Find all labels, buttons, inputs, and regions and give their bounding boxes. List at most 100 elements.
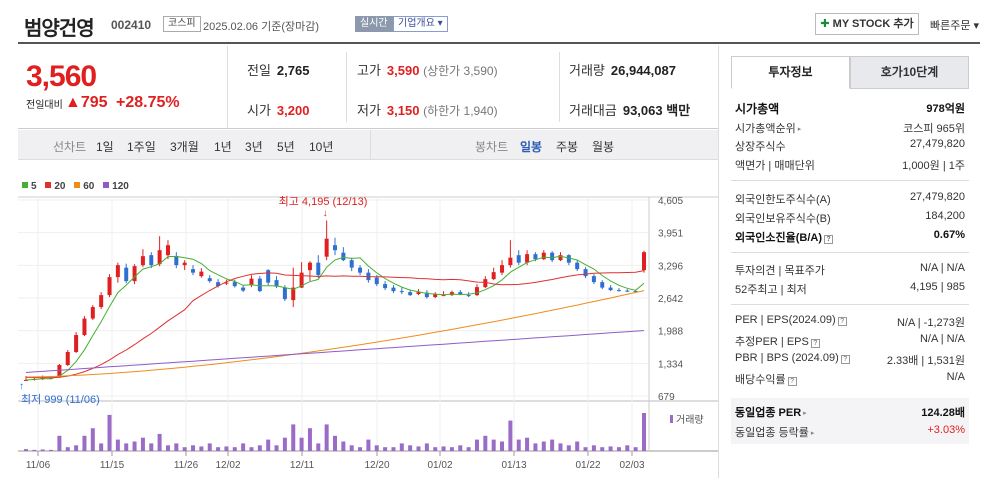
row-label: 52주최고 | 최저 [735, 284, 807, 296]
candle-body [341, 252, 346, 261]
candle-body [257, 278, 262, 292]
period-1d[interactable]: 1일 [96, 140, 114, 154]
weekly-tab[interactable]: 주봉 [556, 140, 579, 154]
period-1y[interactable]: 1년 [214, 140, 232, 154]
par-row: 액면가 | 매매단위 1,000원 | 1주 [735, 157, 965, 175]
line-chart-tab[interactable]: 선차트 [53, 140, 87, 154]
volume-bar [449, 447, 454, 451]
candle-chart-tab[interactable]: 봉차트 [475, 140, 509, 154]
tab-order-book[interactable]: 호가10단계 [850, 56, 969, 89]
volume-bar [408, 445, 413, 451]
period-10y[interactable]: 10년 [309, 140, 334, 154]
caret-right-icon[interactable]: ▸ [803, 410, 807, 417]
row-value: 1,000원 | 1주 [902, 160, 965, 172]
candle-body [616, 290, 621, 292]
candle-body [24, 379, 28, 381]
est-per-label: 추정PER | EPS [735, 336, 809, 348]
metric-volume: 거래량 26,944,087 [569, 60, 676, 79]
volume-bar [441, 446, 446, 451]
candle-body [441, 295, 446, 297]
candle-body [458, 292, 463, 295]
row-value: N/A | -1,273원 [896, 317, 965, 329]
quick-order-dropdown[interactable]: 빠른주문 ▾ [930, 20, 980, 32]
y-tick-label: 679 [658, 392, 675, 403]
candle-body [550, 252, 555, 261]
volume-bar [625, 445, 630, 451]
candle-body [224, 282, 229, 284]
sector-rate-label: 동일업종 등락률 [735, 427, 809, 439]
volume-bar [140, 437, 145, 451]
row-label: 투자의견 | 목표주가 [735, 265, 825, 277]
volume-bar [307, 428, 312, 451]
plus-icon: ✚ [820, 18, 830, 30]
up-arrow-icon: ▲ [65, 94, 81, 111]
period-3y[interactable]: 3년 [245, 140, 263, 154]
row-value: 124.28배 [921, 407, 965, 419]
company-overview-dropdown[interactable]: 기업개요 ▾ [393, 16, 448, 32]
foreign-limit-row: 외국인한도주식수(A) 27,479,820 [735, 191, 965, 209]
volume-legend-swatch [670, 415, 673, 423]
candle-body [642, 252, 646, 271]
volume-bar [232, 447, 237, 451]
candle-body [358, 267, 363, 273]
metric-value: 26,944,087 [610, 63, 676, 78]
help-icon[interactable]: ? [787, 377, 797, 386]
row-value: 2.33배 | 1,531원 [886, 355, 965, 367]
volume-bar [500, 441, 505, 451]
volume-bar [591, 445, 596, 451]
monthly-tab[interactable]: 월봉 [592, 140, 615, 154]
candle-body [533, 254, 538, 260]
volume-bar [291, 424, 296, 451]
period-5y[interactable]: 5년 [277, 140, 295, 154]
period-1w[interactable]: 1주일 [127, 140, 156, 154]
candle-body [625, 290, 630, 292]
candle-body [333, 245, 337, 251]
row-label: 액면가 | 매매단위 [735, 160, 815, 172]
candle-body [633, 291, 638, 293]
metric-value: 3,590 [386, 63, 420, 78]
price-metrics: 전일 2,765 시가 3,200 고가 3,590 (상한가 3,590) 저가 3,… [229, 46, 718, 128]
volume-bar [642, 413, 646, 451]
volume-bar [558, 443, 563, 451]
candle-body [491, 272, 496, 280]
tab-investment-info[interactable]: 투자정보 [731, 56, 850, 89]
volume-legend-label: 거래량 [676, 414, 704, 426]
help-icon[interactable]: ? [824, 235, 833, 244]
caret-right-icon[interactable]: ▸ [797, 126, 802, 133]
candle-body [591, 276, 596, 283]
daily-tab[interactable]: 일봉 [520, 140, 543, 154]
metric-value: 2,765 [276, 63, 310, 78]
metric-sub: (하한가 1,940) [423, 104, 498, 118]
candle-body [40, 377, 45, 379]
volume-bar [40, 449, 45, 451]
period-3m[interactable]: 3개월 [170, 140, 199, 154]
candle-body [140, 256, 145, 266]
volume-bar [124, 443, 129, 451]
y-tick-label: 1,334 [658, 359, 683, 370]
caret-right-icon[interactable]: ▸ [810, 430, 815, 437]
candle-body [374, 277, 379, 285]
x-tick-label: 11/15 [100, 460, 125, 471]
candle-body [399, 291, 404, 293]
volume-bar [65, 447, 70, 451]
candle-body [583, 269, 588, 277]
row-label: 동일업종 PER ▸ [735, 404, 807, 420]
help-icon[interactable]: ? [840, 355, 850, 364]
volume-bar [107, 414, 112, 451]
price-chart[interactable]: 5 20 60 120 4,605 3,951 3,296 2,642 1,988 1,3… [18, 175, 718, 478]
row-value: N/A | N/A [919, 333, 965, 345]
volume-bar [533, 443, 538, 451]
help-icon[interactable]: ? [837, 317, 847, 326]
volume-bar [433, 447, 438, 451]
y-tick-label: 3,296 [658, 261, 683, 272]
candle-body [107, 277, 112, 296]
volume-bar [341, 441, 346, 451]
row-value: +3.03% [927, 424, 965, 436]
my-stock-add-button[interactable]: ✚ MY STOCK 추가 [815, 13, 919, 35]
my-stock-label: MY STOCK 추가 [832, 18, 914, 30]
realtime-button[interactable]: 실시간 [355, 16, 393, 32]
volume-bar [182, 447, 187, 451]
help-icon[interactable]: ? [810, 339, 820, 348]
candle-body [525, 254, 530, 263]
candle-body [383, 284, 388, 289]
